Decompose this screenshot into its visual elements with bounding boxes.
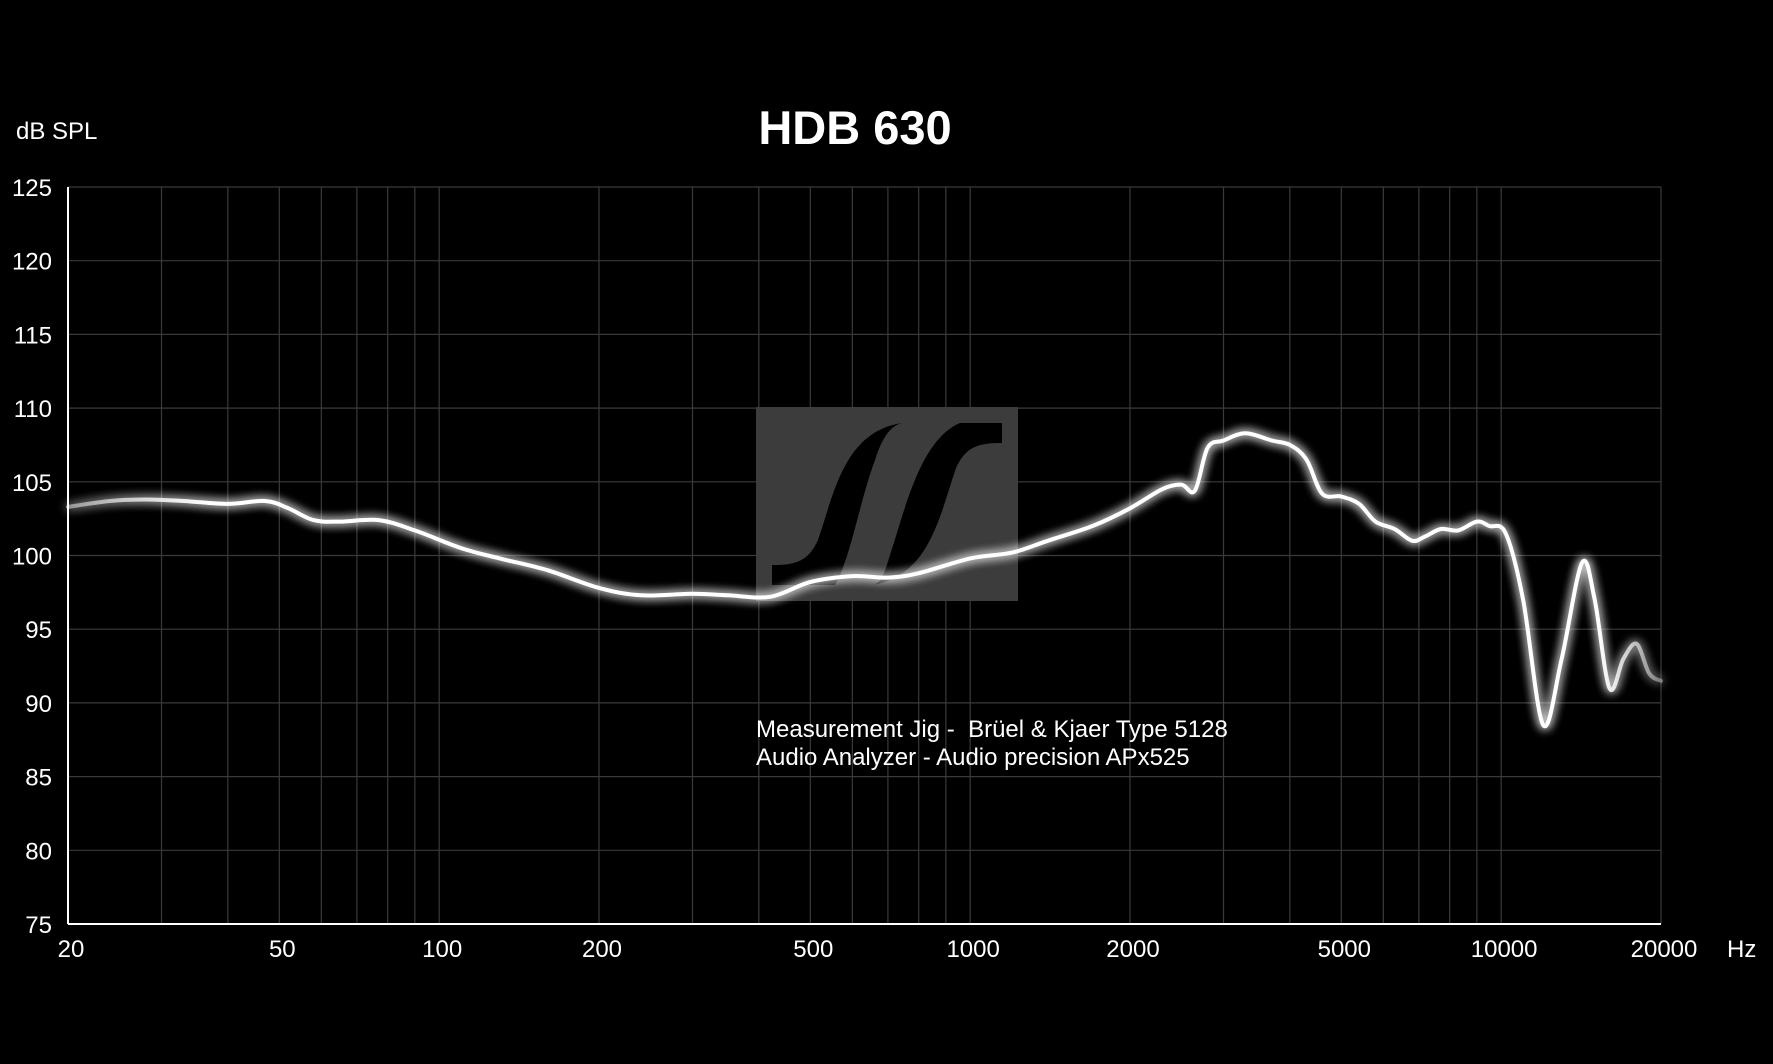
chart-title: HDB 630 xyxy=(758,101,951,154)
y-tick-label: 100 xyxy=(12,544,52,571)
y-tick-label: 95 xyxy=(25,617,52,644)
y-tick-label: 110 xyxy=(14,396,52,423)
y-tick-label: 105 xyxy=(12,470,52,497)
sennheiser-logo xyxy=(756,407,1018,601)
annotation-measurement-jig: Measurement Jig - Brüel & Kjaer Type 512… xyxy=(756,716,1228,743)
y-tick-label: 75 xyxy=(25,912,52,939)
x-tick-label: 5000 xyxy=(1318,936,1371,963)
axes xyxy=(67,187,1661,925)
x-axis-label: Hz xyxy=(1727,936,1756,963)
x-tick-label: 500 xyxy=(793,936,833,963)
y-tick-label: 80 xyxy=(25,838,52,865)
tick-labels: 75 80 85 90 95 100 105 110 115 120 125 20 50 100 200 50… xyxy=(12,175,1697,963)
x-tick-label: 200 xyxy=(582,936,622,963)
x-tick-label: 1000 xyxy=(946,936,999,963)
y-tick-label: 115 xyxy=(14,322,52,349)
x-tick-label: 10000 xyxy=(1471,936,1538,963)
y-tick-label: 125 xyxy=(12,175,52,202)
x-tick-label: 2000 xyxy=(1106,936,1159,963)
x-tick-label: 20 xyxy=(58,936,85,963)
x-tick-label: 100 xyxy=(422,936,462,963)
x-tick-label: 20000 xyxy=(1631,936,1698,963)
y-tick-label: 120 xyxy=(12,249,52,276)
y-tick-label: 85 xyxy=(25,765,52,792)
y-axis-label: dB SPL xyxy=(16,118,97,145)
annotation-audio-analyzer: Audio Analyzer - Audio precision APx525 xyxy=(756,744,1190,771)
y-tick-label: 90 xyxy=(25,691,52,718)
x-tick-label: 50 xyxy=(269,936,296,963)
frequency-response-line xyxy=(66,431,1663,729)
